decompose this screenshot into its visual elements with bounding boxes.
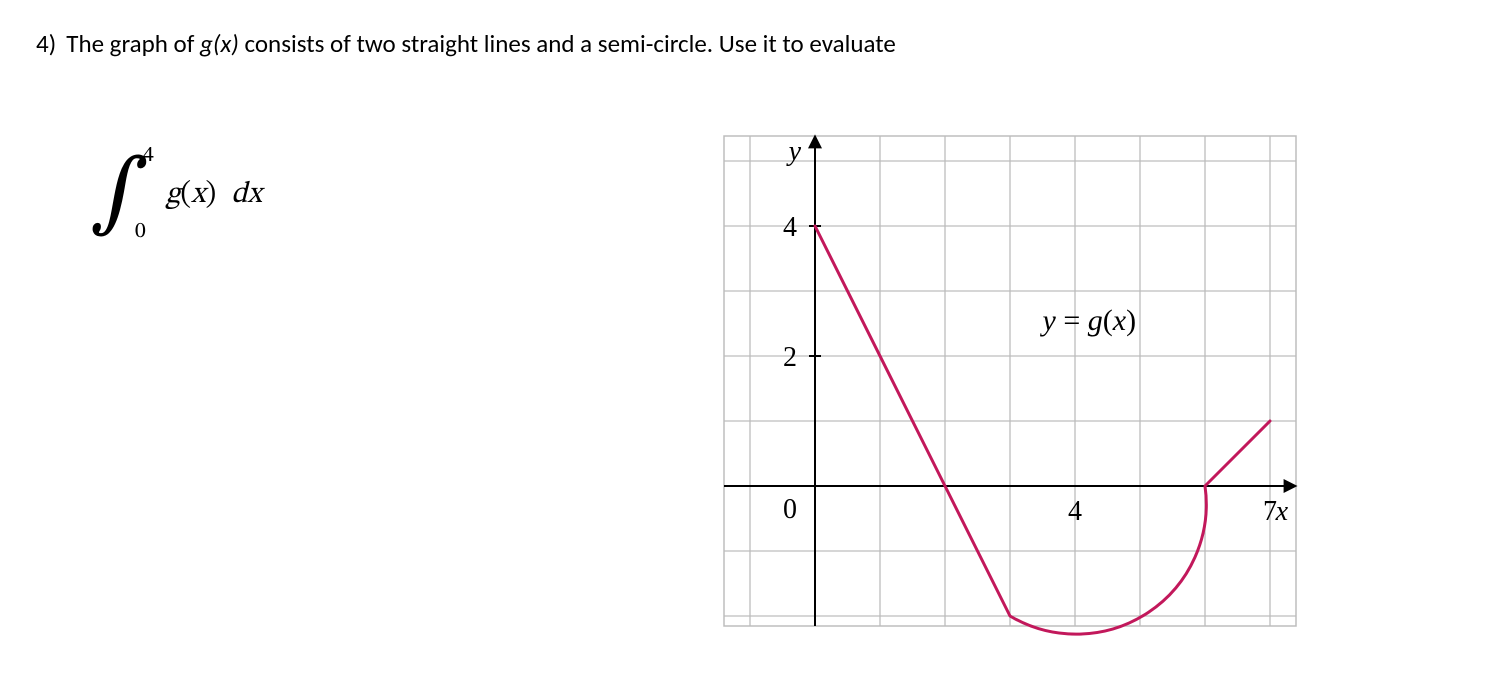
svg-text:y: y <box>786 136 802 167</box>
svg-text:0: 0 <box>783 494 797 525</box>
integrand-open-paren: ( <box>180 180 191 210</box>
svg-text:y = g(x): y = g(x) <box>1040 304 1137 337</box>
integrand: g(x) dx <box>159 180 262 210</box>
integral-expression: ∫ 4 0 g(x) dx <box>90 150 262 240</box>
chart-svg: 24470yxy = g(x) <box>700 128 1300 638</box>
integral-lower: 0 <box>135 218 146 246</box>
integrand-g: g <box>166 180 181 210</box>
prompt-middle: consists of two straight lines and a sem… <box>239 28 896 59</box>
svg-text:x: x <box>1275 496 1289 527</box>
page-root: 4) The graph of g(x) consists of two str… <box>0 0 1496 691</box>
svg-text:2: 2 <box>783 342 797 373</box>
integral-upper: 4 <box>143 142 154 170</box>
chart-container: 24470yxy = g(x) <box>700 128 1265 649</box>
problem-text: The graph of g(x) consists of two straig… <box>66 28 896 59</box>
svg-text:4: 4 <box>783 212 797 243</box>
prompt-prefix: The graph of <box>66 28 200 59</box>
prompt-func: g(x) <box>200 28 239 59</box>
integrand-dx: dx <box>231 180 262 210</box>
integrand-close-paren: ) <box>206 180 217 210</box>
problem-prompt: 4) The graph of g(x) consists of two str… <box>36 28 1460 59</box>
integrand-x: x <box>191 180 205 210</box>
problem-number: 4) <box>36 28 56 59</box>
svg-text:4: 4 <box>1068 496 1082 527</box>
